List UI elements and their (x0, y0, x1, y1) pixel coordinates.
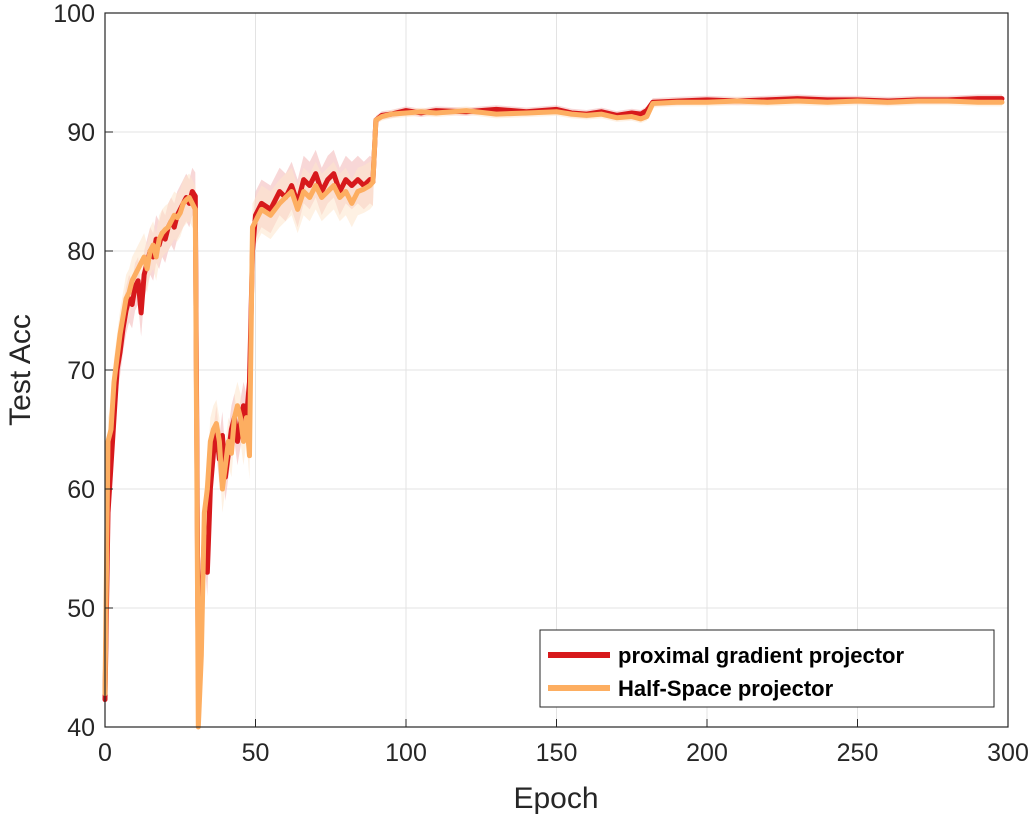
x-tick-label: 250 (837, 739, 879, 767)
legend-box (539, 629, 995, 708)
x-axis-label: Epoch (513, 782, 598, 815)
series-lines (102, 96, 1005, 730)
x-tick-label: 50 (242, 739, 270, 767)
y-tick-label: 80 (67, 238, 95, 266)
x-tick-label: 200 (686, 739, 728, 767)
x-tick-label: 300 (987, 739, 1029, 767)
y-tick-label: 40 (67, 714, 95, 742)
x-tick-label: 0 (98, 739, 112, 767)
series-line-1 (102, 98, 1005, 730)
x-tick-label: 100 (385, 739, 427, 767)
y-axis-label: Test Acc (4, 314, 37, 426)
y-tick-label: 50 (67, 595, 95, 623)
y-axis-ticks: 40 50 60 70 80 90 100 (53, 0, 113, 742)
y-tick-label: 70 (67, 357, 95, 385)
y-tick-label: 60 (67, 476, 95, 504)
x-axis-ticks: 0 50 100 150 200 250 300 (98, 719, 1029, 767)
x-tick-label: 150 (536, 739, 578, 767)
y-tick-label: 100 (53, 0, 95, 28)
legend-label-proximal: proximal gradient projector (618, 643, 904, 668)
legend: proximal gradient projector Half-Space p… (539, 629, 995, 708)
y-tick-label: 90 (67, 119, 95, 147)
legend-label-halfspace: Half-Space projector (618, 676, 834, 701)
